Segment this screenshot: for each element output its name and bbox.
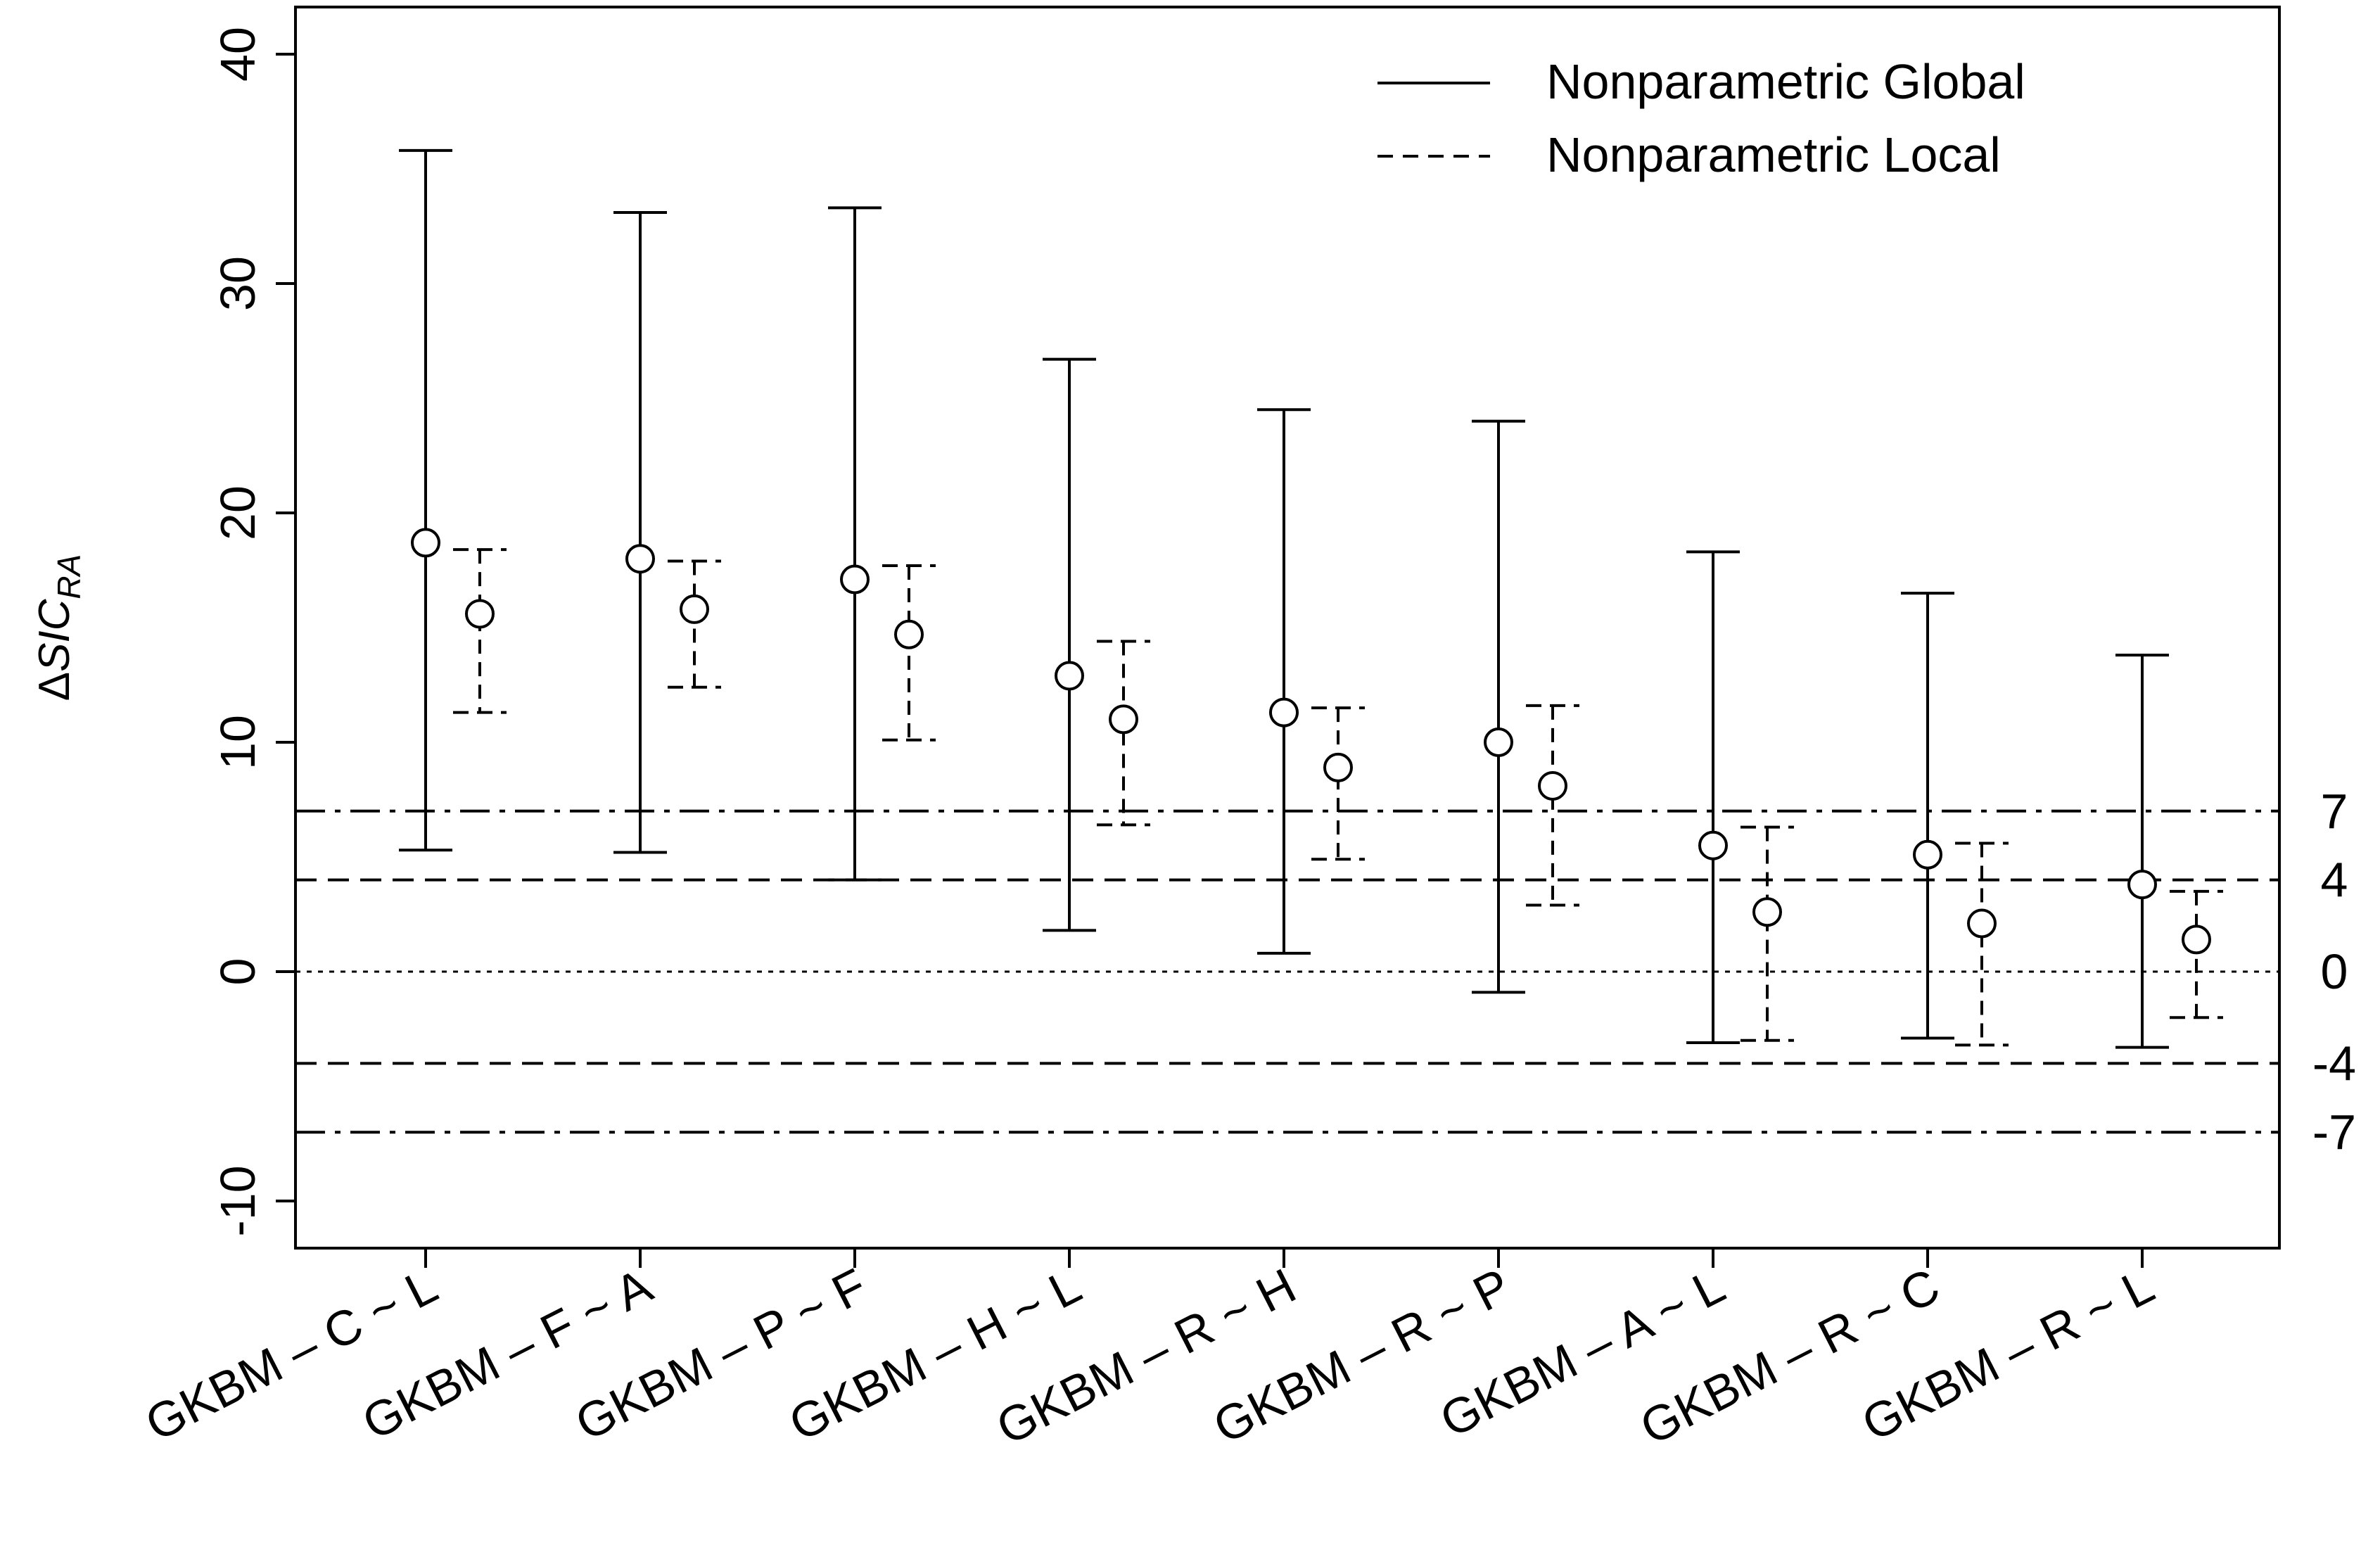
- point-estimate: [411, 528, 440, 558]
- point-estimate: [465, 599, 495, 629]
- point-estimate: [2127, 870, 2157, 900]
- y-tick-label: 20: [210, 485, 265, 540]
- plot-frame: [294, 6, 2281, 1250]
- point-estimate: [1055, 661, 1084, 691]
- axes: [276, 6, 2281, 1268]
- y-tick-label: 0: [210, 958, 265, 986]
- y-tick-label: 10: [210, 715, 265, 770]
- reference-line-label: 7: [2321, 784, 2348, 839]
- y-tick-label: -10: [210, 1165, 265, 1236]
- point-estimate: [1109, 704, 1138, 735]
- reference-line-label: 4: [2321, 853, 2348, 908]
- point-estimate: [625, 544, 655, 574]
- point-estimate: [1484, 727, 1513, 757]
- legend: Nonparametric Global Nonparametric Local: [1377, 54, 2025, 182]
- point-estimate: [1752, 897, 1782, 927]
- point-estimate: [1538, 770, 1567, 801]
- point-estimate: [1269, 697, 1299, 727]
- reference-line-label: 0: [2321, 944, 2348, 999]
- reference-lines: [295, 809, 2279, 1134]
- reference-line-label: -7: [2312, 1105, 2356, 1159]
- point-estimate: [1698, 830, 1728, 860]
- y-tick-label: 40: [210, 27, 265, 82]
- point-estimate: [894, 619, 924, 649]
- legend-label-local: Nonparametric Local: [1546, 127, 2001, 182]
- legend-label-global: Nonparametric Global: [1546, 54, 2025, 109]
- reference-line-label: -4: [2312, 1036, 2356, 1091]
- point-estimate: [1913, 839, 1942, 870]
- point-estimate: [680, 594, 709, 624]
- y-axis-label: ΔSICRA: [30, 554, 87, 701]
- point-estimate: [840, 564, 870, 595]
- error-bars: [399, 148, 2223, 1049]
- point-estimate: [1323, 752, 1353, 782]
- y-tick-label: 30: [210, 256, 265, 311]
- point-estimate: [2182, 924, 2211, 955]
- point-estimate: [1967, 908, 1997, 939]
